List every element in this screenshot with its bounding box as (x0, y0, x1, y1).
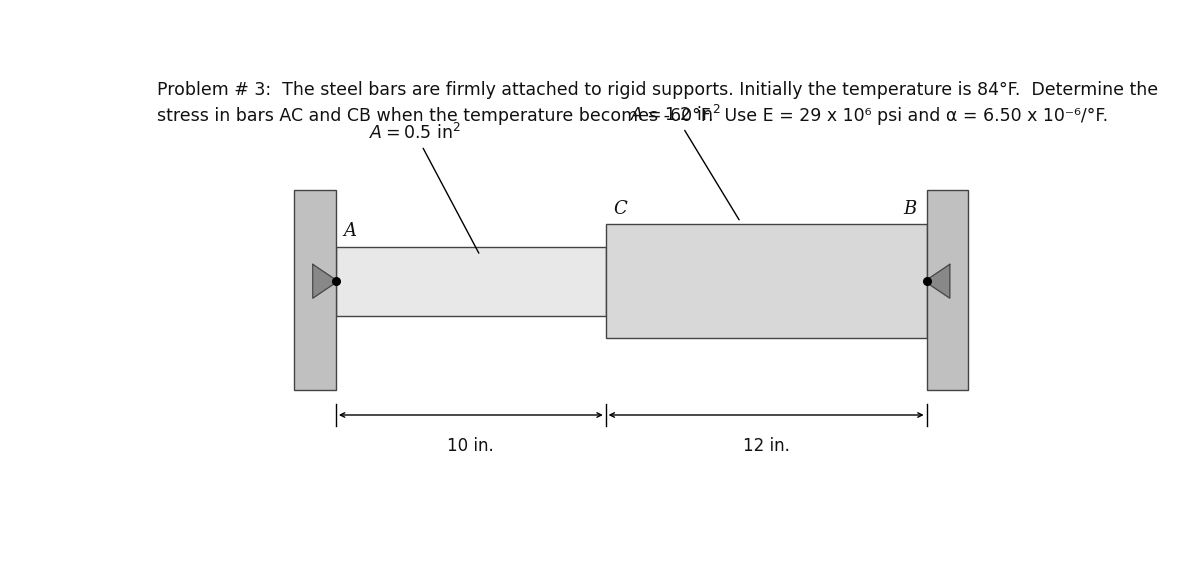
Bar (926, 190, 968, 390)
Text: B: B (904, 200, 917, 218)
Bar (606, 225, 926, 338)
Polygon shape (925, 264, 950, 298)
Text: 12 in.: 12 in. (743, 437, 790, 455)
Text: $A = 1.2\ \mathrm{in}^2$: $A = 1.2\ \mathrm{in}^2$ (630, 105, 739, 220)
Text: $A = 0.5\ \mathrm{in}^2$: $A = 0.5\ \mathrm{in}^2$ (370, 123, 479, 253)
Text: A: A (343, 222, 356, 240)
Text: Problem # 3:  The steel bars are firmly attached to rigid supports. Initially th: Problem # 3: The steel bars are firmly a… (157, 80, 1158, 98)
Bar (294, 190, 336, 390)
Polygon shape (313, 264, 338, 298)
Text: 10 in.: 10 in. (448, 437, 494, 455)
Text: stress in bars AC and CB when the temperature becomes -60°F.  Use E = 29 x 10⁶ p: stress in bars AC and CB when the temper… (157, 107, 1109, 126)
Text: C: C (613, 200, 626, 218)
Bar (336, 247, 606, 316)
